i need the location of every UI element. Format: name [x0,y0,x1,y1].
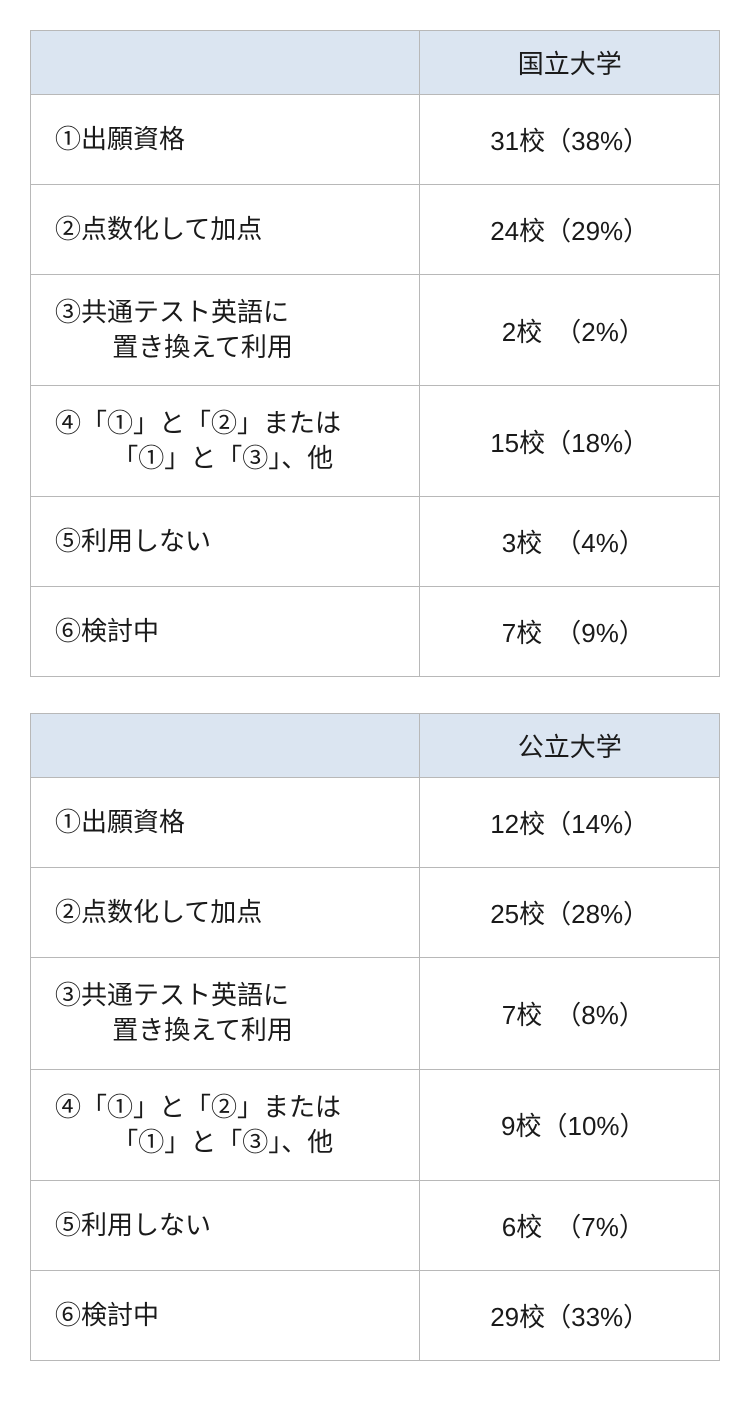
row-label: ④「①」と「②」または「①」と「③」、他 [31,1069,420,1180]
row-label: ②点数化して加点 [31,185,420,275]
row-label: ②点数化して加点 [31,868,420,958]
table-row: ⑥検討中29校（33%） [31,1270,720,1360]
table-row: ⑤利用しない 3校 （4%） [31,497,720,587]
row-value: 15校（18%） [420,386,720,497]
table-row: ④「①」と「②」または「①」と「③」、他15校（18%） [31,386,720,497]
table-row: ⑥検討中 7校 （9%） [31,587,720,677]
table-row: ①出願資格12校（14%） [31,778,720,868]
row-label: ③共通テスト英語に置き換えて利用 [31,275,420,386]
header-empty [31,31,420,95]
table-row: ②点数化して加点25校（28%） [31,868,720,958]
table-row: ④「①」と「②」または「①」と「③」、他 9校（10%） [31,1069,720,1180]
row-label: ③共通テスト英語に置き換えて利用 [31,958,420,1069]
table-row: ②点数化して加点24校（29%） [31,185,720,275]
row-label: ⑥検討中 [31,587,420,677]
data-table-1: 公立大学①出願資格12校（14%）②点数化して加点25校（28%）③共通テスト英… [30,713,720,1360]
column-header: 公立大学 [420,714,720,778]
data-table-0: 国立大学①出願資格31校（38%）②点数化して加点24校（29%）③共通テスト英… [30,30,720,677]
row-value: 7校 （9%） [420,587,720,677]
row-value: 6校 （7%） [420,1180,720,1270]
row-label: ④「①」と「②」または「①」と「③」、他 [31,386,420,497]
row-value: 9校（10%） [420,1069,720,1180]
row-value: 25校（28%） [420,868,720,958]
table-row: ③共通テスト英語に置き換えて利用 7校 （8%） [31,958,720,1069]
header-empty [31,714,420,778]
row-value: 12校（14%） [420,778,720,868]
row-label: ①出願資格 [31,778,420,868]
row-value: 29校（33%） [420,1270,720,1360]
row-value: 31校（38%） [420,95,720,185]
row-value: 24校（29%） [420,185,720,275]
row-label: ⑥検討中 [31,1270,420,1360]
row-value: 7校 （8%） [420,958,720,1069]
column-header: 国立大学 [420,31,720,95]
row-label: ⑤利用しない [31,497,420,587]
row-value: 2校 （2%） [420,275,720,386]
table-row: ⑤利用しない 6校 （7%） [31,1180,720,1270]
row-label: ⑤利用しない [31,1180,420,1270]
row-value: 3校 （4%） [420,497,720,587]
table-row: ①出願資格31校（38%） [31,95,720,185]
table-row: ③共通テスト英語に置き換えて利用 2校 （2%） [31,275,720,386]
row-label: ①出願資格 [31,95,420,185]
